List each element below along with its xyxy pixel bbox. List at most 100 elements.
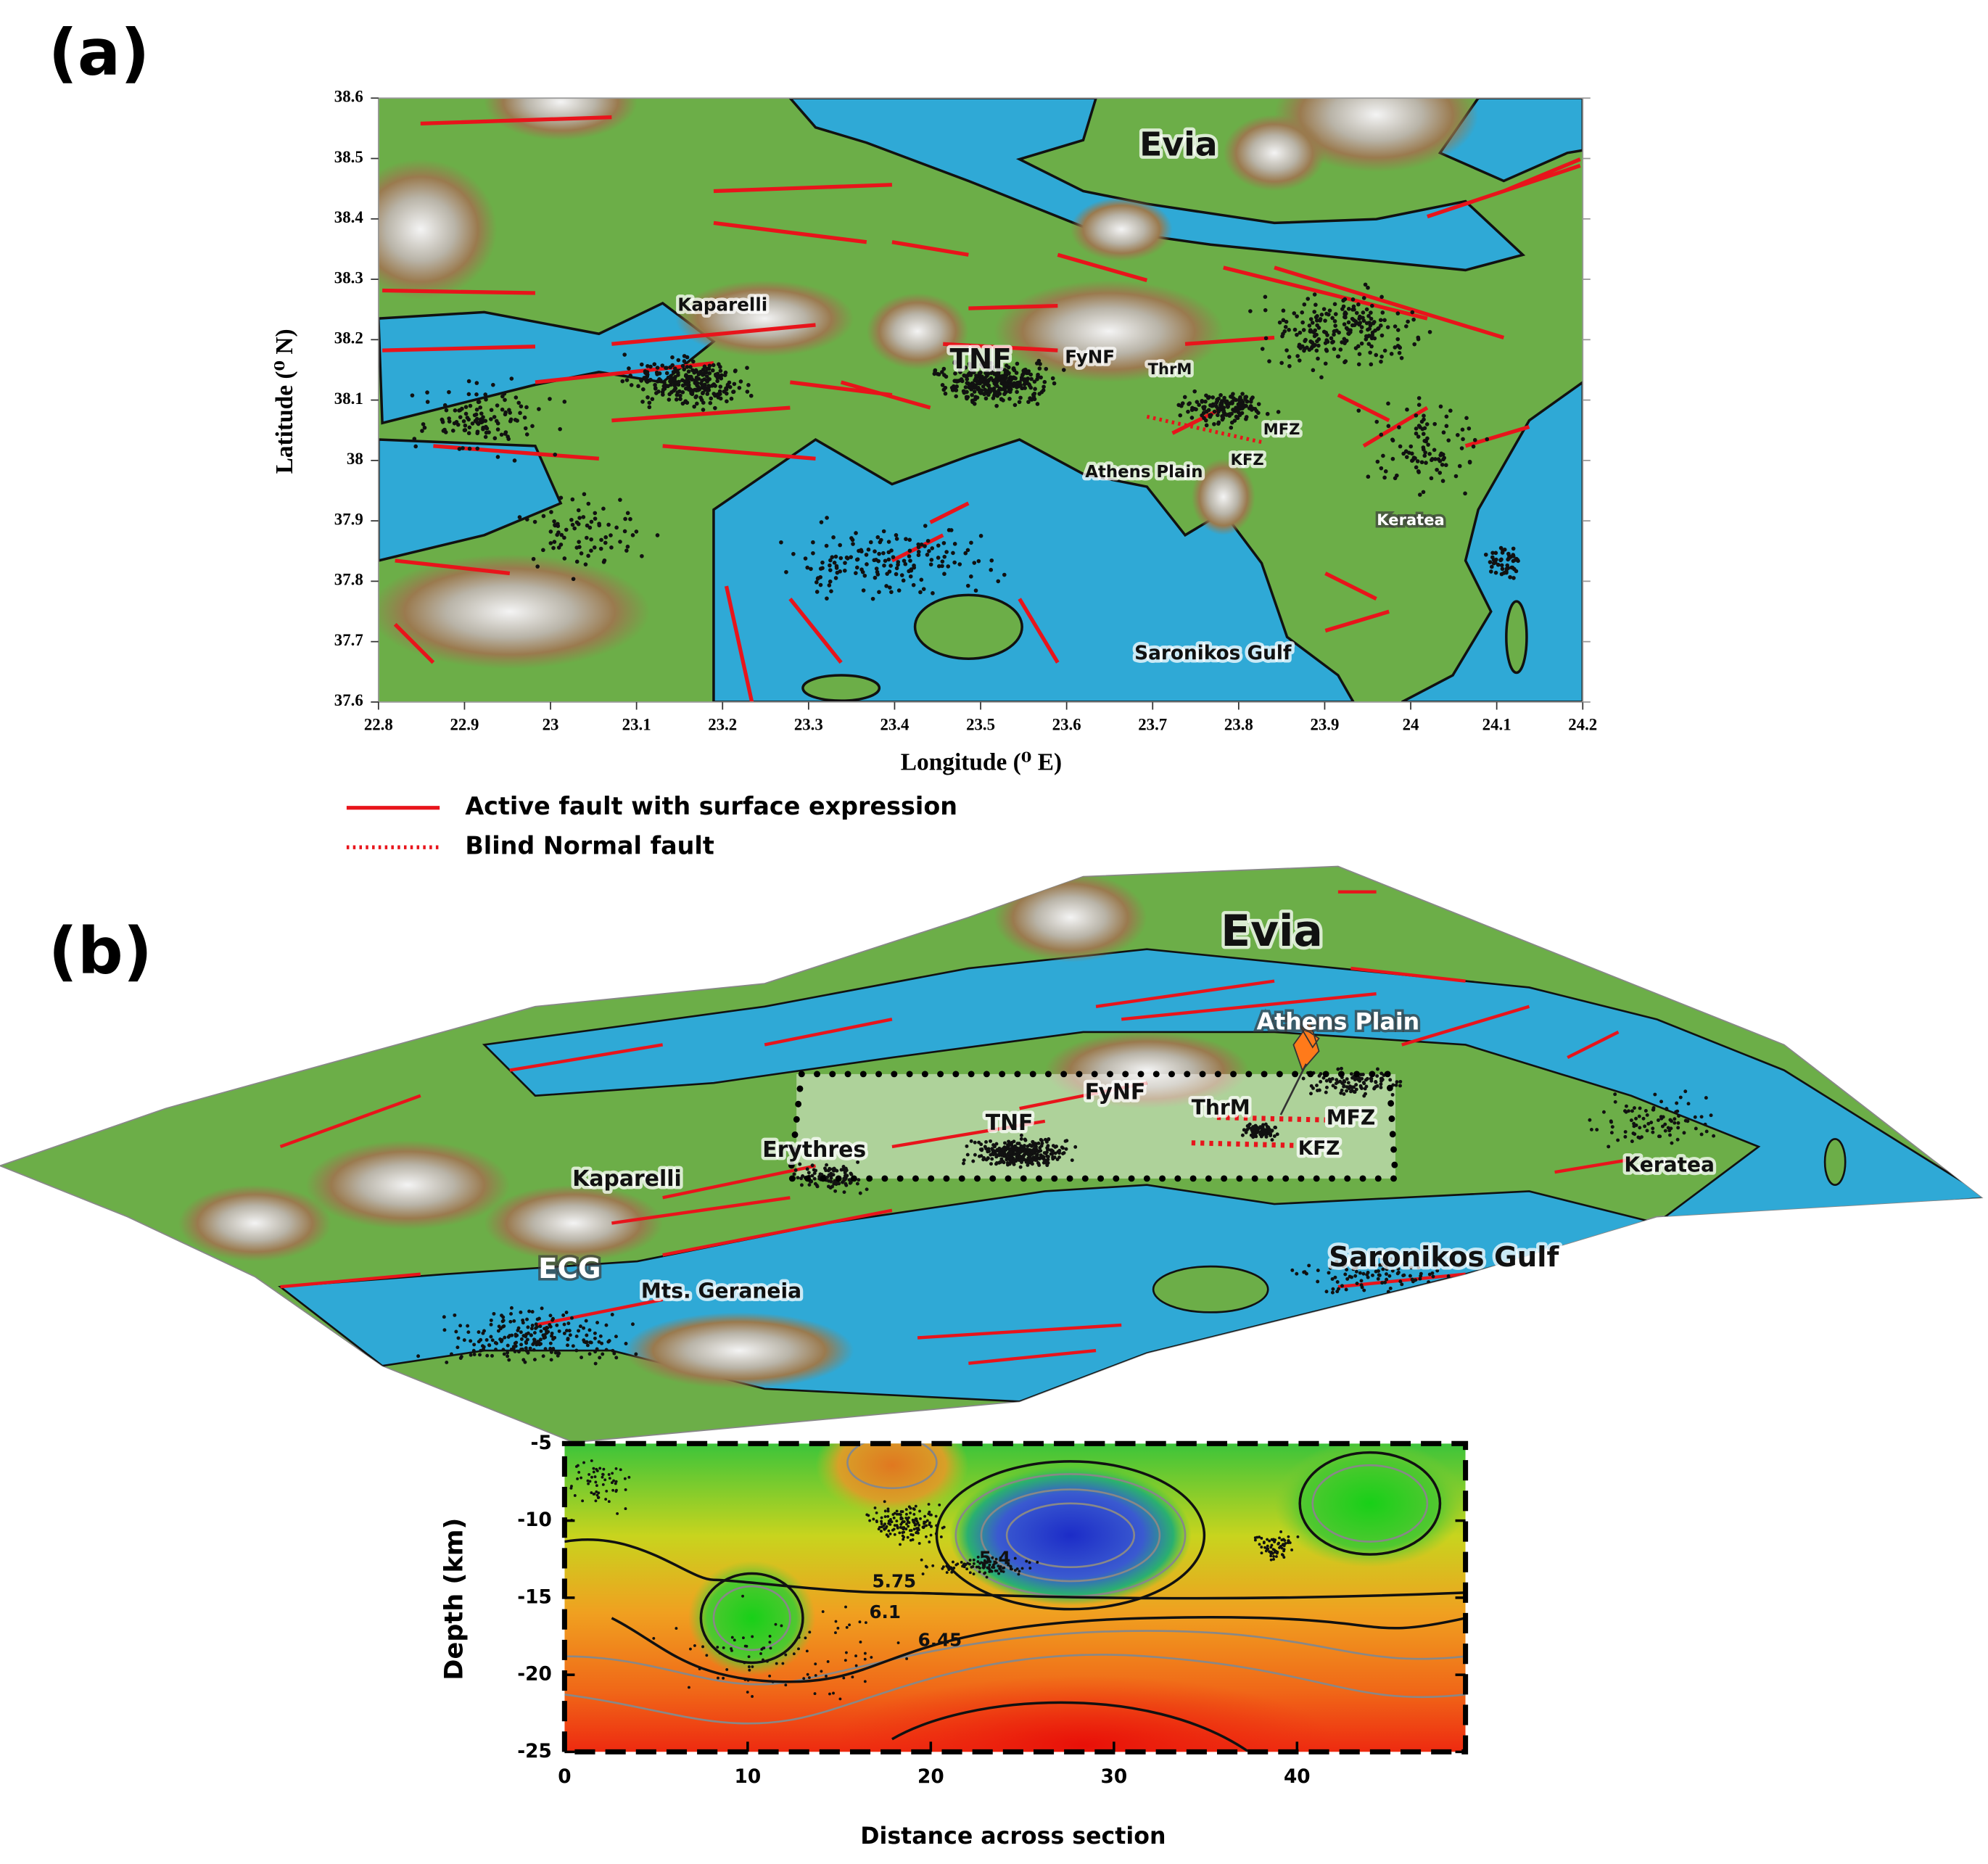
- dot: [416, 1354, 421, 1358]
- dot: [457, 447, 462, 451]
- dot: [1277, 320, 1282, 325]
- dot: [484, 430, 489, 435]
- dot: [1312, 310, 1317, 314]
- dot: [896, 1525, 899, 1529]
- dot: [463, 423, 468, 428]
- dot: [1062, 1151, 1066, 1155]
- dot: [1269, 1558, 1273, 1562]
- dot: [842, 568, 847, 573]
- dot: [1332, 329, 1337, 334]
- dot: [1302, 348, 1306, 353]
- dot: [1007, 397, 1012, 401]
- dot: [1013, 376, 1018, 381]
- dot: [701, 408, 706, 412]
- dot: [532, 1331, 537, 1335]
- dot: [1416, 403, 1422, 408]
- dot: [996, 579, 1001, 584]
- dot: [1340, 1088, 1344, 1092]
- dot: [843, 1177, 847, 1182]
- dot: [465, 416, 470, 420]
- dot: [1348, 1084, 1352, 1089]
- dot: [1012, 1159, 1017, 1163]
- dot: [813, 1692, 817, 1696]
- dot: [474, 407, 479, 412]
- dot: [1208, 413, 1212, 418]
- dot: [1258, 1535, 1261, 1539]
- dot: [1204, 393, 1208, 398]
- dot: [481, 1331, 485, 1335]
- blind-fault: [1146, 414, 1263, 445]
- dot: [513, 418, 518, 422]
- dot: [769, 1646, 772, 1650]
- dot: [1350, 1275, 1354, 1279]
- dot: [531, 556, 536, 561]
- dot: [1265, 411, 1270, 416]
- dot: [676, 373, 680, 377]
- contour-label: 5.4: [979, 1548, 1011, 1569]
- dot: [1435, 467, 1439, 472]
- dot: [1343, 1272, 1348, 1277]
- dot: [891, 1513, 895, 1517]
- dot: [1703, 1122, 1707, 1126]
- dot: [983, 1571, 987, 1575]
- dot: [1676, 1121, 1680, 1125]
- dot: [762, 1658, 764, 1662]
- dot: [1307, 323, 1312, 328]
- dot: [851, 542, 855, 546]
- dot: [695, 401, 699, 406]
- dot: [835, 570, 840, 575]
- dot: [1424, 461, 1428, 465]
- dot: [641, 387, 646, 392]
- dot: [993, 1562, 997, 1565]
- islands: [801, 593, 1528, 702]
- dot: [1658, 1134, 1662, 1139]
- dot: [891, 1528, 894, 1532]
- dot: [511, 1345, 516, 1349]
- dot: [875, 569, 880, 574]
- dot: [978, 1570, 981, 1574]
- dot: [745, 389, 750, 394]
- dot: [570, 522, 575, 527]
- dot: [936, 564, 941, 569]
- dot: [711, 363, 716, 368]
- dot: [1370, 330, 1375, 335]
- dot: [625, 544, 630, 549]
- dot: [1342, 1262, 1347, 1266]
- dot: [586, 501, 591, 506]
- dot: [494, 1348, 498, 1352]
- dot: [729, 396, 734, 401]
- dot: [1319, 375, 1324, 380]
- dot: [474, 392, 479, 397]
- dot: [514, 395, 519, 400]
- dot: [1630, 1109, 1634, 1113]
- dot: [991, 1565, 994, 1569]
- dot: [1342, 315, 1347, 319]
- x-tick-label: 23.4: [880, 716, 909, 734]
- dot: [844, 1183, 849, 1187]
- dot: [689, 1647, 692, 1651]
- dot: [532, 1358, 537, 1362]
- dot: [1422, 453, 1427, 458]
- dot: [1430, 458, 1434, 463]
- dot: [1267, 1127, 1271, 1131]
- dot: [535, 1317, 540, 1321]
- dot: [1393, 345, 1398, 350]
- dot: [968, 1559, 972, 1562]
- dot: [601, 1473, 605, 1476]
- dot: [636, 384, 640, 389]
- dot: [725, 382, 730, 387]
- dot: [548, 1346, 553, 1350]
- dot: [916, 545, 921, 550]
- dot: [890, 1520, 894, 1524]
- dot: [496, 1329, 500, 1333]
- dot: [1253, 415, 1258, 419]
- dot: [607, 1500, 611, 1504]
- dot: [1334, 1081, 1338, 1086]
- dot: [895, 1509, 899, 1513]
- dot: [508, 1334, 512, 1338]
- dot: [811, 540, 815, 545]
- dot: [968, 382, 973, 387]
- dot: [421, 422, 426, 426]
- dot: [1292, 311, 1297, 316]
- x-tick-label: 23.6: [1052, 716, 1081, 734]
